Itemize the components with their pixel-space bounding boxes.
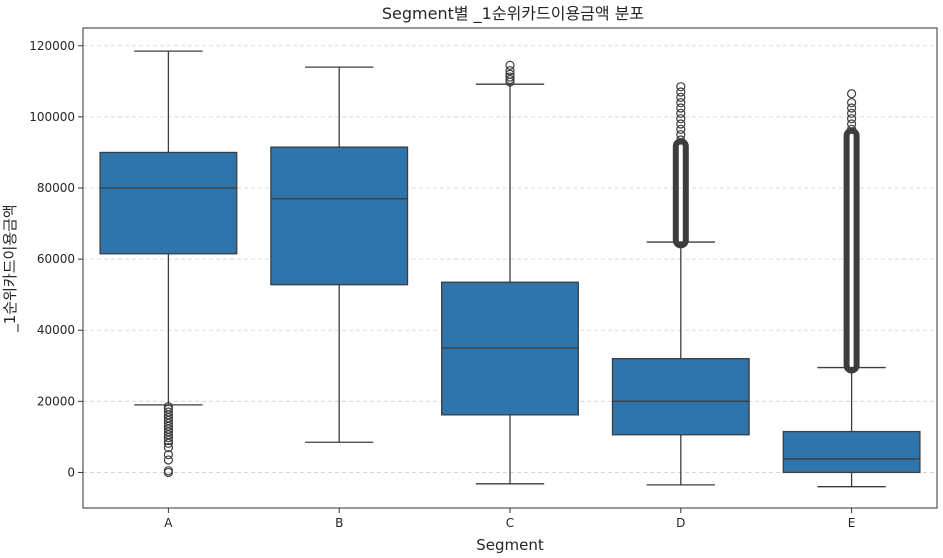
box-iqr <box>270 146 409 286</box>
y-axis-ticks: 0 20000 40000 60000 80000 100000 120000 <box>29 39 83 479</box>
y-tick-label: 0 <box>67 465 75 479</box>
x-tick-label: C <box>506 516 514 530</box>
outlier-point <box>163 450 173 460</box>
outlier-point <box>676 130 686 140</box>
outlier-point <box>676 124 686 134</box>
outlier-dense-band <box>672 138 689 249</box>
outlier-dense-band <box>843 127 860 374</box>
box-iqr <box>611 358 750 436</box>
outlier-point <box>846 108 857 118</box>
box-E <box>782 89 921 488</box>
outlier-point <box>846 103 857 113</box>
box-C <box>441 60 579 485</box>
chart-title: Segment별 _1순위카드이용금액 분포 <box>382 4 644 24</box>
outlier-point <box>676 135 686 145</box>
y-axis-title: _1순위카드이용금액 <box>1 204 20 332</box>
outlier-point <box>505 72 515 82</box>
box-iqr <box>99 151 238 255</box>
outlier-point <box>846 124 857 134</box>
box-B <box>270 66 409 443</box>
outlier-point <box>505 66 515 76</box>
box-D <box>611 82 750 486</box>
outlier-point <box>163 435 173 446</box>
outlier-point <box>163 442 173 453</box>
x-tick-label: A <box>164 516 173 530</box>
outlier-point <box>846 114 857 124</box>
outlier-point <box>676 98 686 108</box>
outlier-point <box>676 108 686 118</box>
y-tick-label: 40000 <box>37 323 75 337</box>
outlier-point <box>163 455 173 465</box>
y-tick-label: 20000 <box>37 394 75 408</box>
x-axis-title: Segment <box>476 536 544 554</box>
outlier-point <box>676 114 686 124</box>
x-tick-label: E <box>848 516 856 530</box>
y-tick-label: 60000 <box>37 252 75 266</box>
outlier-point <box>676 92 686 102</box>
outlier-point <box>505 60 515 70</box>
outlier-point <box>676 103 686 113</box>
outlier-point <box>163 438 173 448</box>
boxes <box>99 50 921 488</box>
outlier-point <box>846 98 857 108</box>
outlier-point <box>846 119 857 129</box>
outlier-point <box>505 69 515 79</box>
outlier-point <box>505 74 515 85</box>
outlier-point <box>676 119 686 129</box>
outlier-point <box>163 467 173 478</box>
y-tick-label: 100000 <box>29 110 75 124</box>
x-tick-label: B <box>335 516 343 530</box>
x-tick-label: D <box>676 516 685 530</box>
outlier-point <box>676 87 686 97</box>
outlier-point <box>846 89 857 99</box>
y-tick-label: 80000 <box>37 181 75 195</box>
outlier-point <box>676 82 686 92</box>
box-A <box>99 50 238 478</box>
y-tick-label: 120000 <box>29 39 75 53</box>
x-axis-ticks: A B C D E <box>164 508 855 530</box>
outlier-point <box>163 433 173 443</box>
box-iqr <box>782 430 921 474</box>
